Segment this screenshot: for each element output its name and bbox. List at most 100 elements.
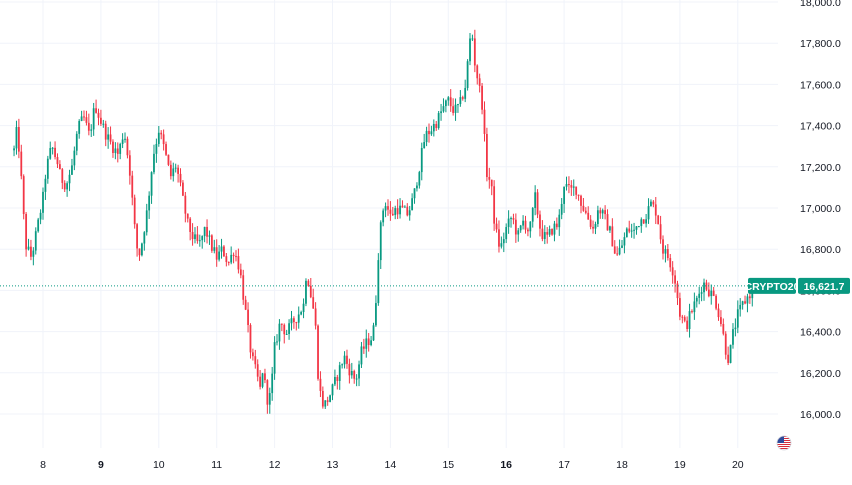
candle-body <box>449 97 452 107</box>
candle-body <box>727 354 730 363</box>
candle-body <box>679 298 681 317</box>
candle-body <box>225 256 228 262</box>
candle-body <box>109 134 112 142</box>
candle-body <box>394 208 397 216</box>
candle-body <box>739 304 742 310</box>
candle-body <box>346 355 348 364</box>
candle-body <box>469 38 471 62</box>
candle-body <box>268 393 271 405</box>
candle-body <box>391 213 394 216</box>
candle-body <box>473 38 476 66</box>
candle-body <box>350 370 353 376</box>
y-tick-label: 17,600.0 <box>800 79 841 91</box>
y-tick-label: 17,200.0 <box>800 162 841 174</box>
candle-body <box>283 324 286 335</box>
candle-body <box>481 85 483 110</box>
candle-body <box>321 390 324 407</box>
candle-body <box>558 214 561 228</box>
candle-body <box>336 377 339 381</box>
candle-body <box>30 246 32 257</box>
candle-body <box>717 308 720 318</box>
candle-body <box>329 395 331 402</box>
candle-body <box>389 209 392 214</box>
candle-body <box>459 97 462 105</box>
candle-body <box>423 142 426 149</box>
candle-body <box>114 148 117 153</box>
candle-body <box>278 323 281 342</box>
candle-body <box>461 97 464 99</box>
candle-body <box>334 377 336 385</box>
candle-body <box>87 122 90 131</box>
candle-body <box>172 168 175 177</box>
candle-body <box>302 303 305 313</box>
candle-body <box>604 210 607 215</box>
candle-body <box>44 178 47 192</box>
candle-body <box>112 141 114 153</box>
candle-body <box>471 38 474 40</box>
candle-body <box>736 309 739 328</box>
candle-body <box>338 365 341 381</box>
candle-body <box>642 219 645 224</box>
candle-body <box>210 235 213 251</box>
candle-body <box>587 212 590 220</box>
candle-body <box>570 185 573 188</box>
candle-body <box>148 195 151 211</box>
candle-body <box>539 214 541 229</box>
candle-body <box>563 186 565 204</box>
candle-body <box>201 236 204 241</box>
candle-body <box>555 223 558 228</box>
candle-body <box>174 167 177 169</box>
candle-body <box>584 210 587 213</box>
candle-body <box>657 215 660 225</box>
candle-body <box>418 172 421 186</box>
candle-body <box>259 376 262 387</box>
candle-body <box>126 138 129 156</box>
candle-body <box>645 219 648 224</box>
candle-body <box>314 308 317 326</box>
candle-body <box>541 228 544 240</box>
candle-body <box>671 267 674 276</box>
candle-body <box>208 235 211 237</box>
candle-body <box>121 139 124 144</box>
candle-body <box>454 104 457 113</box>
candle-body <box>582 205 585 211</box>
candle-body <box>297 314 300 323</box>
candle-body <box>266 380 269 405</box>
y-tick-label: 16,400.0 <box>800 327 841 339</box>
x-tick-label: 14 <box>385 459 397 471</box>
candle-body <box>273 342 276 374</box>
candle-body <box>131 175 134 198</box>
candle-body <box>625 228 628 238</box>
candle-body <box>628 228 631 232</box>
candle-body <box>722 323 725 334</box>
candle-body <box>500 243 503 247</box>
candle-body <box>165 144 167 155</box>
candle-body <box>498 229 500 247</box>
candle-body <box>548 229 551 235</box>
candle-body <box>568 184 570 186</box>
candle-body <box>495 223 498 230</box>
candle-body <box>324 400 327 407</box>
candle-body <box>452 106 455 113</box>
candle-body <box>401 205 404 208</box>
candle-body <box>271 373 274 394</box>
candle-body <box>227 261 230 263</box>
candle-body <box>519 225 522 231</box>
candle-body <box>606 214 609 231</box>
candle-body <box>15 127 18 149</box>
candle-body <box>686 320 689 330</box>
candle-body <box>703 282 705 293</box>
candle-body <box>58 164 61 170</box>
candle-body <box>160 132 163 135</box>
candle-body <box>514 219 517 235</box>
candle-body <box>343 355 346 365</box>
candle-body <box>326 400 329 402</box>
candle-body <box>609 226 611 231</box>
candle-body <box>710 290 713 297</box>
candle-body <box>413 188 416 199</box>
candle-body <box>693 301 696 313</box>
candle-body <box>162 134 165 145</box>
candle-body <box>97 112 100 118</box>
candle-body <box>264 373 266 381</box>
candle-body <box>416 185 418 189</box>
